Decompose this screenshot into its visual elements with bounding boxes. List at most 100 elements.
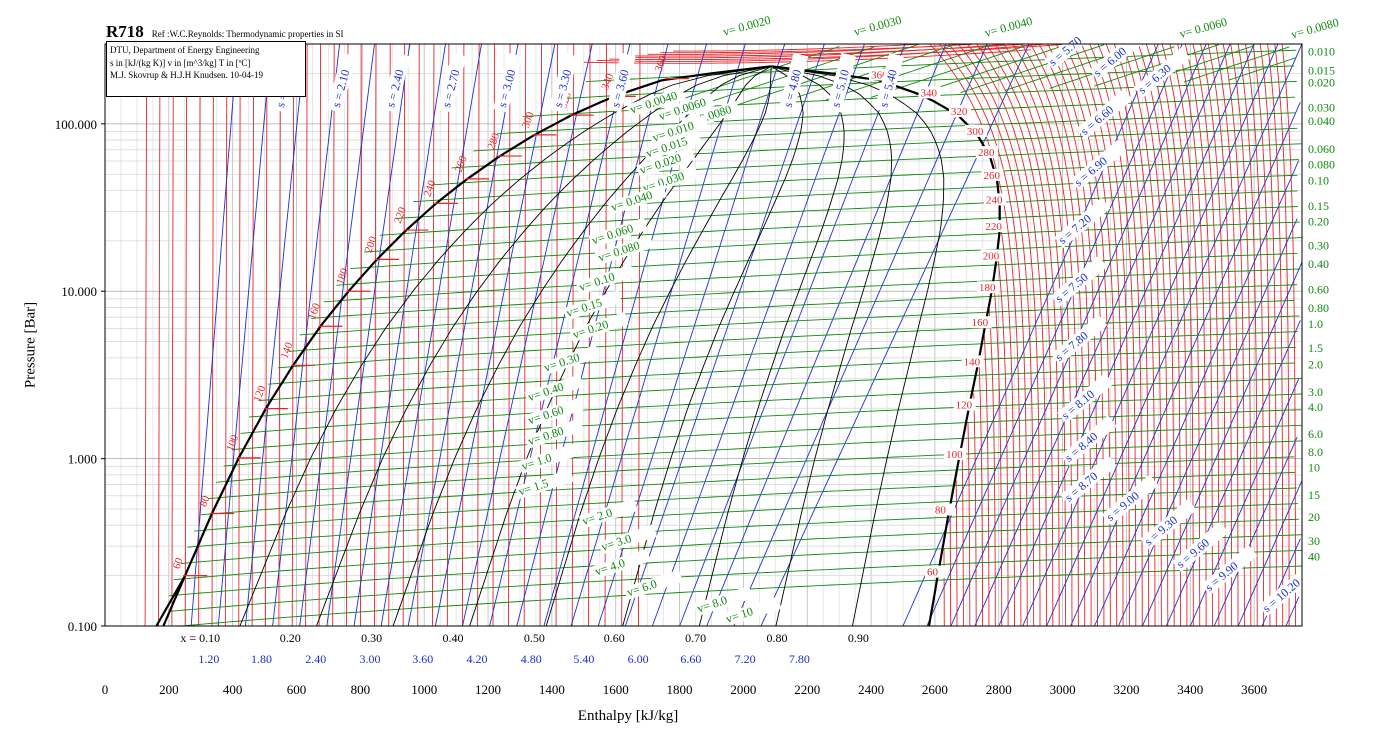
isotherm-line [1230,43,1252,626]
isochore-line [870,45,1025,98]
isentrope-line [1285,596,1300,627]
isentrope-line [597,43,786,627]
isochore-label: 10 [1308,460,1320,474]
quality-label: x = 0.10 [180,631,220,645]
quality-label: 0.30 [361,631,382,645]
isotherm-line [291,43,295,627]
isochore-label-bg [623,569,683,600]
isotherm-label: 260 [453,154,470,174]
isotherm-label: 60 [927,567,939,579]
isochore-label: 0.20 [1308,215,1329,229]
isotherm-line [224,43,228,627]
isotherm-line [346,43,349,627]
isotherm-line [171,43,174,627]
isentrope-line [1213,436,1298,627]
isotherm-line [1137,43,1175,627]
isotherm-line [1215,43,1239,626]
isotherm-label-bg [976,146,999,159]
x-tick-label: 2000 [730,682,756,697]
isentrope-label-bg [437,52,467,113]
isentrope-line [1237,480,1303,627]
isochore-label: 0.30 [1308,239,1329,253]
x-tick-label: 3400 [1177,682,1203,697]
x-tick-label: 3200 [1113,682,1139,697]
isentrope-line [217,43,272,627]
isotherm-line [1259,43,1277,626]
isochore-label-bg [1305,302,1345,315]
isochore-line [1094,44,1220,87]
isentrope-label-bg [1140,499,1197,550]
isochore-label: 1.5 [1308,341,1323,355]
isochore-label-bg [1305,158,1345,171]
isotherm-line [1003,43,1073,626]
isotherm-line [634,43,1026,57]
isotherm-label: 300 [967,126,984,138]
isotherm-label: 160 [972,317,989,329]
isotherm-label: 160 [306,301,323,321]
isochore-line [249,362,1295,418]
isotherm-line [1064,43,1118,626]
isochore-line [336,237,1302,286]
isochore-label-bg [1305,76,1345,89]
isochore-label-bg [1305,257,1345,270]
isochore-label-bg [1305,101,1345,114]
x-tick-label: 400 [223,682,243,697]
isochore-label-bg [1305,45,1345,58]
isochore-line [311,268,1301,319]
x-tick-label: 2600 [922,682,948,697]
isentrope-line [380,43,482,627]
x-tick-label: 0 [102,682,109,697]
isotherm-line [1145,43,1181,626]
isochore-line [496,96,1296,135]
isotherm-label: 200 [363,234,380,254]
isochore-label-bg [1305,215,1345,228]
isochore-line [240,377,1302,434]
isentrope-line [651,43,865,627]
isochore-label-bg [1305,534,1345,547]
isochore-label: 3.0 [1308,385,1323,399]
isotherm-line [318,43,322,627]
y-tick-label: 1.000 [68,452,97,467]
isotherm-line [621,43,624,627]
isentrope-line [326,43,411,627]
isochore-label-bg [1305,550,1345,563]
isotherm-line [978,364,984,626]
isochore-label-bg [1305,283,1345,296]
x-tick-label: 1800 [667,682,693,697]
isotherm-label-bg [953,398,976,411]
isochore-line [194,471,1296,532]
isentrope-label-bg [1050,256,1108,307]
isotherm-label: 80 [935,505,947,517]
isotherm-label: 180 [334,266,351,286]
isotherm-line [596,43,1044,62]
isotherm-label-bg [964,124,987,137]
isochore-line [258,346,1296,402]
isentrope-line [926,43,1183,627]
isotherm-line [1267,43,1284,626]
isochore-line [168,549,1303,612]
isotherm-label: 340 [921,87,938,99]
isotherm-line [1153,43,1188,626]
isentrope-label-bg [1060,415,1117,466]
isentrope-label-bg [1069,139,1127,191]
isotherm-line [973,393,977,626]
x-tick-label: 800 [351,682,371,697]
isentrope-lines [190,43,1303,627]
isochore-label-bg [597,524,658,555]
axes: 0 200 400 600 800 1000 1200 1400 1600 1800 2000 220… [55,43,1303,697]
y-tick-label: 10.000 [61,284,97,299]
isotherm-line [555,43,558,627]
isotherm-label: 280 [485,131,502,151]
isentrope-label-bg [326,52,357,113]
isentrope-line [299,43,375,627]
isentrope-label-bg [1057,373,1114,424]
isochore-label-bg [518,443,578,474]
isotherm-label-bg [944,447,967,460]
isentrope-line [1046,43,1303,627]
isentrope-line [190,43,238,627]
isotherm-line [583,49,1031,64]
isochore-line [208,440,1302,499]
isentrope-line [272,43,341,627]
isotherm-line [949,509,952,627]
